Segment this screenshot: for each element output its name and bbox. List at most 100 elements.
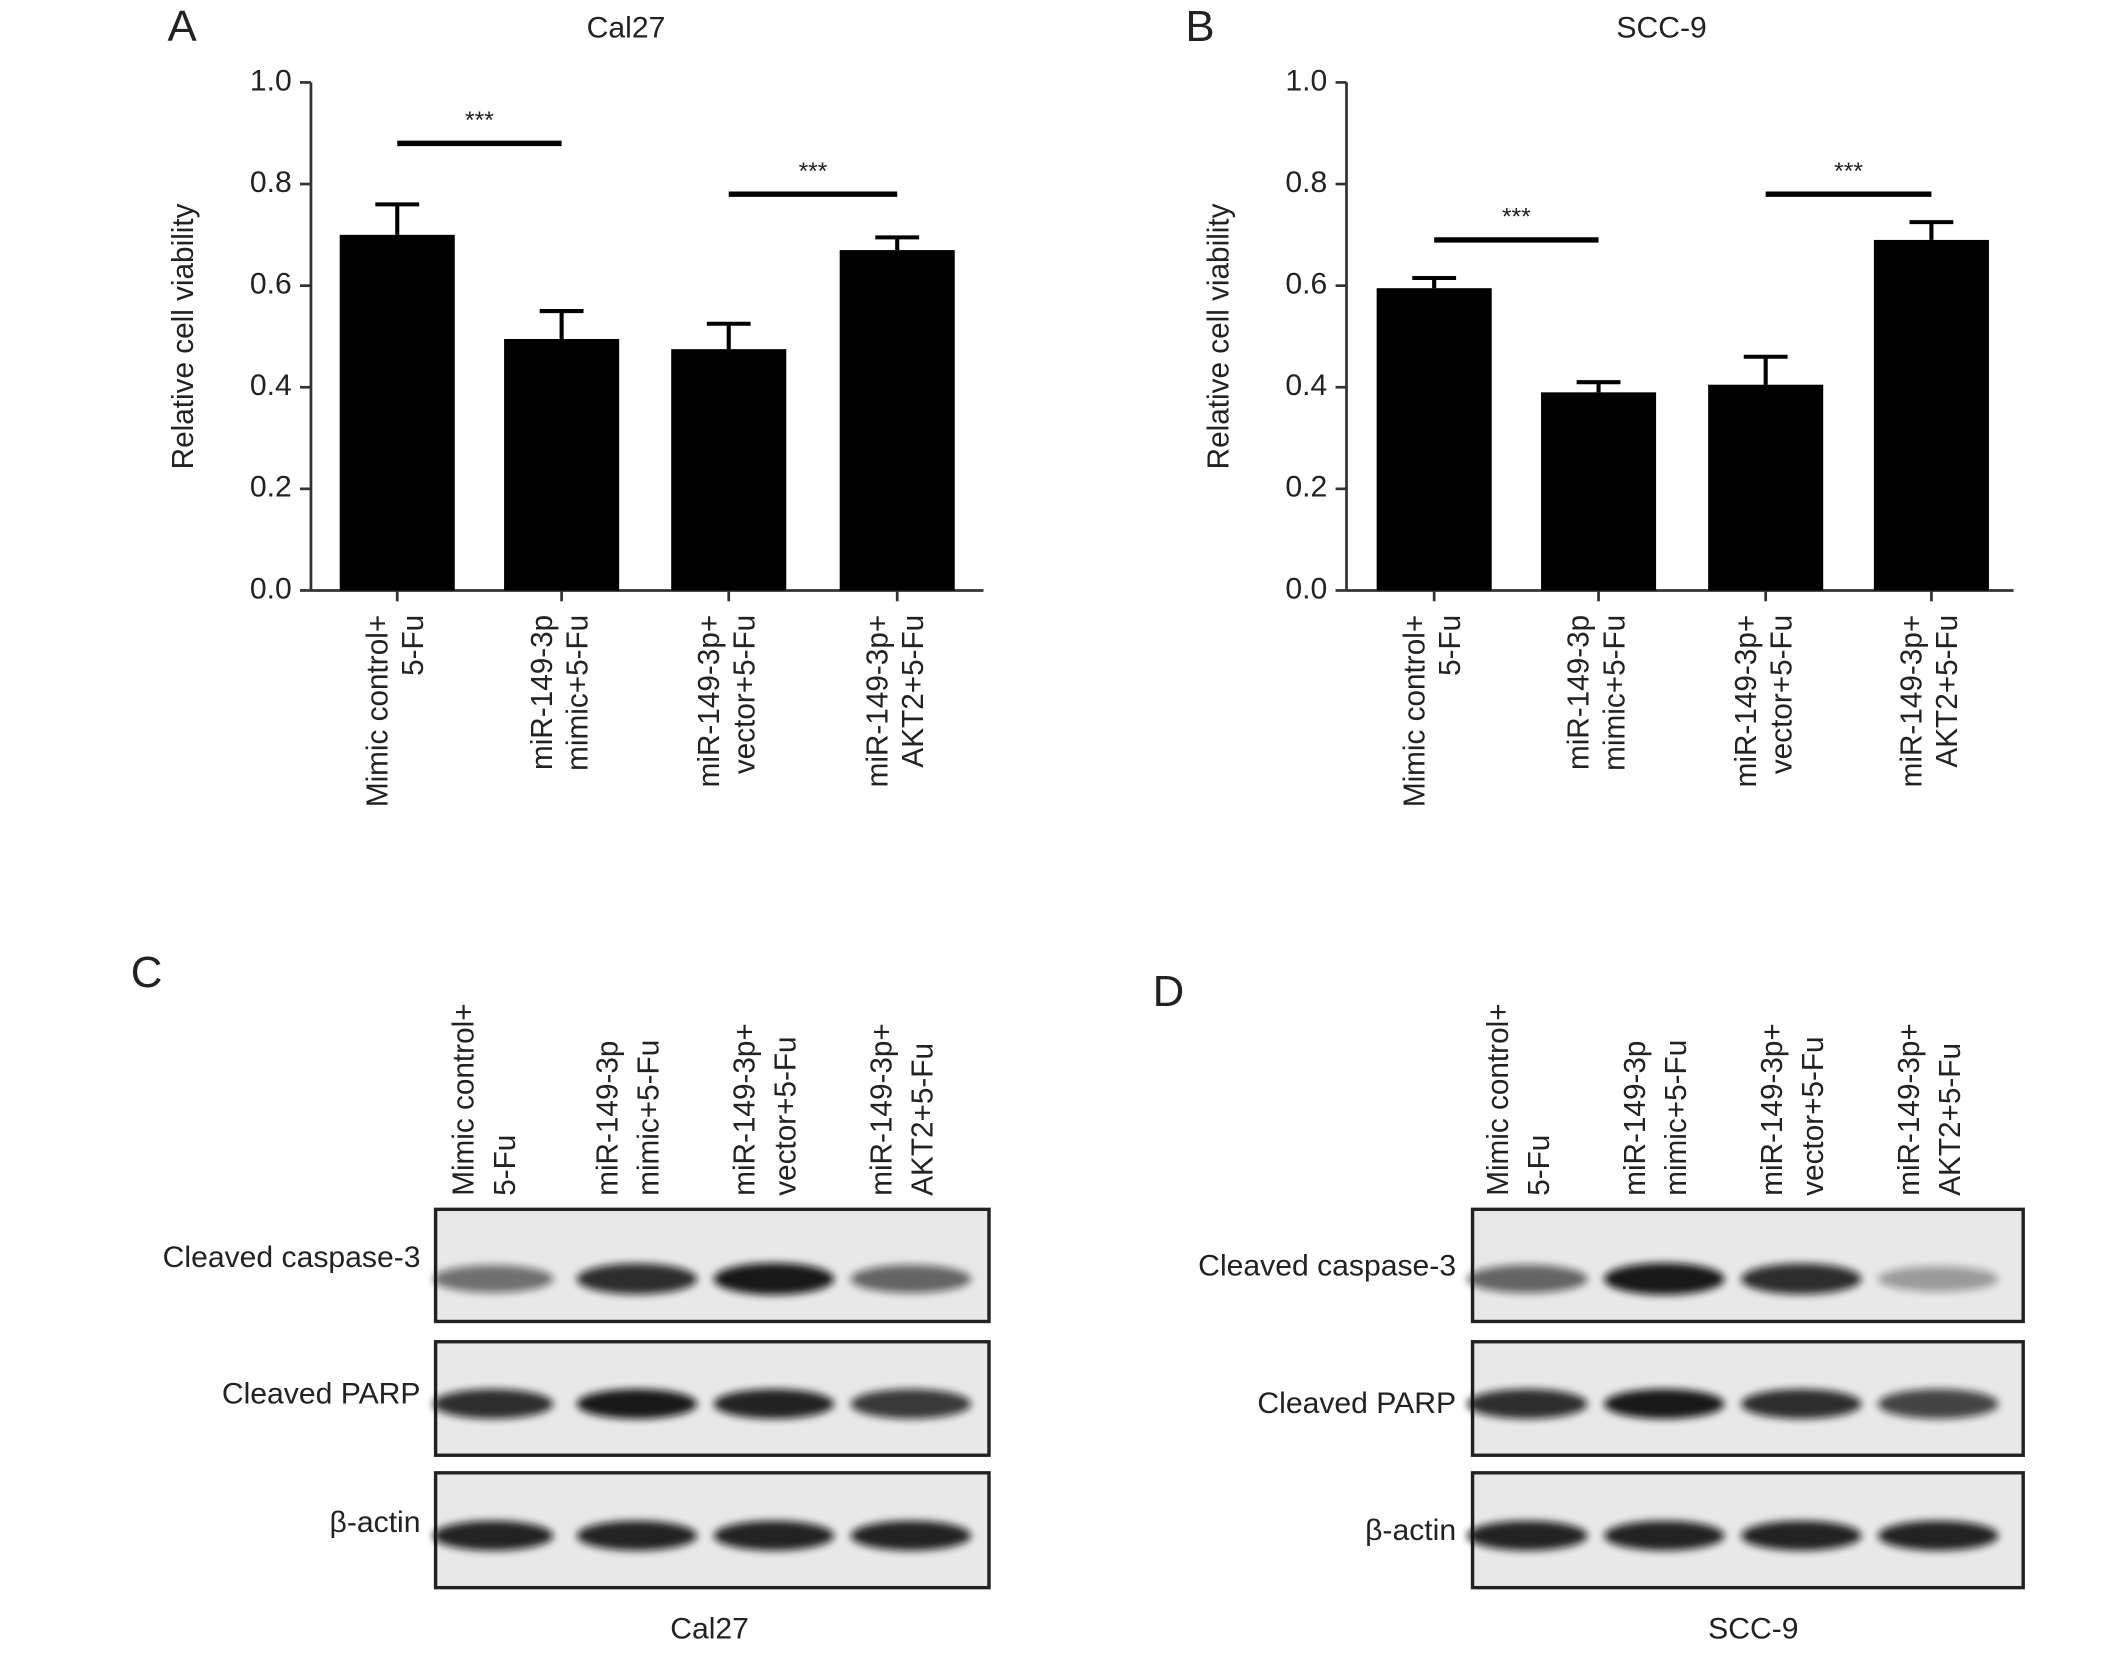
band bbox=[1467, 1264, 1588, 1293]
x-tick-label: miR-149-3p+ bbox=[1730, 615, 1763, 788]
band bbox=[1741, 1263, 1862, 1295]
bar bbox=[1376, 288, 1492, 591]
row-label: Cleaved PARP bbox=[222, 1378, 421, 1411]
blot-caption: SCC-9 bbox=[1708, 1613, 1798, 1646]
lane-label: vector+5-Fu bbox=[769, 1036, 802, 1195]
band bbox=[1877, 1389, 1999, 1419]
band bbox=[1877, 1520, 1999, 1551]
x-tick-label: Mimic control+ bbox=[1398, 615, 1431, 807]
band bbox=[713, 1262, 835, 1295]
band bbox=[576, 1389, 698, 1419]
x-tick-label: miR-149-3p+ bbox=[693, 615, 726, 788]
lane-label: miR-149-3p bbox=[591, 1041, 624, 1196]
band bbox=[432, 1265, 554, 1293]
x-tick-label: miR-149-3p bbox=[526, 615, 559, 770]
error-bar bbox=[1909, 220, 1954, 240]
y-tick-label: 0.4 bbox=[250, 369, 292, 402]
x-tick-label: AKT2+5-Fu bbox=[1931, 615, 1964, 768]
bar bbox=[504, 338, 620, 591]
row-label: Cleaved caspase-3 bbox=[1198, 1249, 1456, 1282]
band bbox=[576, 1263, 698, 1295]
y-axis-label: Relative cell viability bbox=[167, 203, 200, 469]
y-axis-label: Relative cell viability bbox=[1202, 203, 1235, 469]
y-tick-label: 0.6 bbox=[250, 268, 292, 301]
y-tick-label: 0.0 bbox=[250, 573, 292, 606]
band bbox=[1741, 1389, 1862, 1419]
row-label: β-actin bbox=[330, 1506, 421, 1539]
lane-label: miR-149-3p+ bbox=[728, 1023, 761, 1196]
error-bar bbox=[375, 202, 420, 235]
band bbox=[850, 1264, 972, 1293]
blot-box bbox=[1470, 1207, 2025, 1324]
x-tick-label: AKT2+5-Fu bbox=[897, 615, 930, 768]
y-tick-label: 1.0 bbox=[250, 64, 292, 97]
x-tick-label: 5-Fu bbox=[397, 615, 430, 676]
band bbox=[1604, 1520, 1725, 1551]
band bbox=[713, 1520, 835, 1551]
bar bbox=[1873, 239, 1989, 591]
y-tick-label: 0.0 bbox=[1285, 573, 1327, 606]
y-tick-label: 0.2 bbox=[1285, 471, 1327, 504]
band bbox=[432, 1389, 554, 1419]
x-tick-label: miR-149-3p bbox=[1563, 615, 1596, 770]
bar bbox=[839, 250, 955, 591]
blot-caption: Cal27 bbox=[670, 1613, 749, 1646]
lane-label: Mimic control+ bbox=[448, 1003, 481, 1195]
chart-title: SCC-9 bbox=[1616, 12, 1706, 45]
bar bbox=[339, 234, 455, 591]
chart-title: Cal27 bbox=[587, 12, 666, 45]
band bbox=[1467, 1389, 1588, 1419]
lane-label: mimic+5-Fu bbox=[632, 1040, 665, 1196]
error-bar bbox=[539, 309, 584, 339]
y-tick-label: 0.2 bbox=[250, 471, 292, 504]
lane-label: miR-149-3p+ bbox=[865, 1023, 898, 1196]
y-tick-label: 0.8 bbox=[1285, 166, 1327, 199]
band bbox=[1877, 1266, 1999, 1292]
panel-letter: B bbox=[1185, 3, 1214, 51]
panel-letter: D bbox=[1153, 968, 1185, 1016]
lane-label: mimic+5-Fu bbox=[1660, 1040, 1693, 1196]
x-tick-label: vector+5-Fu bbox=[1765, 615, 1798, 774]
lane-label: miR-149-3p+ bbox=[1756, 1023, 1789, 1196]
significance-label: *** bbox=[799, 158, 828, 185]
lane-label: miR-149-3p+ bbox=[1893, 1023, 1926, 1196]
row-label: β-actin bbox=[1365, 1514, 1456, 1547]
x-tick-label: Mimic control+ bbox=[361, 615, 394, 807]
y-tick-label: 1.0 bbox=[1285, 64, 1327, 97]
x-tick-label: miR-149-3p+ bbox=[1895, 615, 1928, 788]
y-tick-label: 0.6 bbox=[1285, 268, 1327, 301]
x-tick-label: 5-Fu bbox=[1434, 615, 1467, 676]
error-bar bbox=[1576, 380, 1621, 393]
bar bbox=[1708, 384, 1824, 591]
band bbox=[1604, 1389, 1725, 1419]
bar bbox=[671, 349, 787, 591]
lane-label: vector+5-Fu bbox=[1797, 1036, 1830, 1195]
lane-label: Mimic control+ bbox=[1482, 1003, 1515, 1195]
lane-label: 5-Fu bbox=[1523, 1135, 1556, 1196]
significance-label: *** bbox=[465, 107, 494, 134]
bar bbox=[1541, 392, 1657, 591]
significance-label: *** bbox=[1502, 204, 1531, 231]
band bbox=[576, 1520, 698, 1551]
x-tick-label: mimic+5-Fu bbox=[561, 615, 594, 771]
y-tick-label: 0.4 bbox=[1285, 369, 1327, 402]
band bbox=[432, 1520, 554, 1551]
error-bar bbox=[875, 235, 920, 251]
band bbox=[1467, 1520, 1588, 1551]
error-bar bbox=[1743, 354, 1788, 385]
band bbox=[713, 1389, 835, 1419]
row-label: Cleaved PARP bbox=[1257, 1387, 1456, 1420]
lane-label: 5-Fu bbox=[489, 1135, 522, 1196]
error-bar bbox=[1412, 275, 1457, 289]
x-tick-label: mimic+5-Fu bbox=[1598, 615, 1631, 771]
band bbox=[850, 1389, 972, 1419]
y-tick-label: 0.8 bbox=[250, 166, 292, 199]
panel-letter: A bbox=[168, 3, 197, 51]
error-bar bbox=[706, 321, 751, 350]
lane-label: AKT2+5-Fu bbox=[1934, 1043, 1967, 1196]
panel-letter: C bbox=[131, 949, 163, 997]
x-tick-label: miR-149-3p+ bbox=[861, 615, 894, 788]
row-label: Cleaved caspase-3 bbox=[163, 1241, 421, 1274]
significance-label: *** bbox=[1834, 158, 1863, 185]
band bbox=[850, 1520, 972, 1551]
